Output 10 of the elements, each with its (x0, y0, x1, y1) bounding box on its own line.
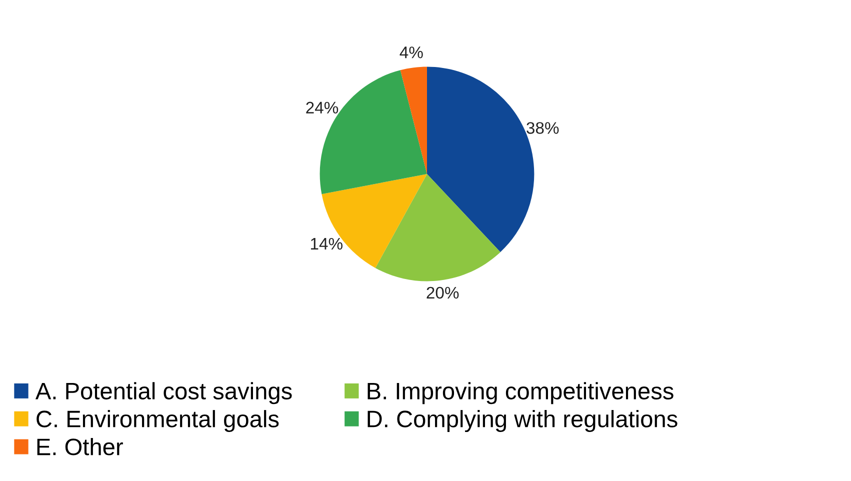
legend-label: B. Improving competitiveness (368, 382, 674, 404)
data-label: 14% (310, 238, 342, 250)
data-label: 20% (426, 286, 459, 299)
legend-label: C. Environmental goals (36, 410, 279, 432)
legend-label: D. Complying with regulations (368, 410, 678, 432)
data-label: 4% (400, 46, 423, 58)
data-label: 24% (306, 102, 338, 114)
legend-label: E. Other (37, 438, 123, 456)
legend-label: A. Potential cost savings (35, 382, 292, 404)
data-label: 38% (526, 122, 559, 134)
